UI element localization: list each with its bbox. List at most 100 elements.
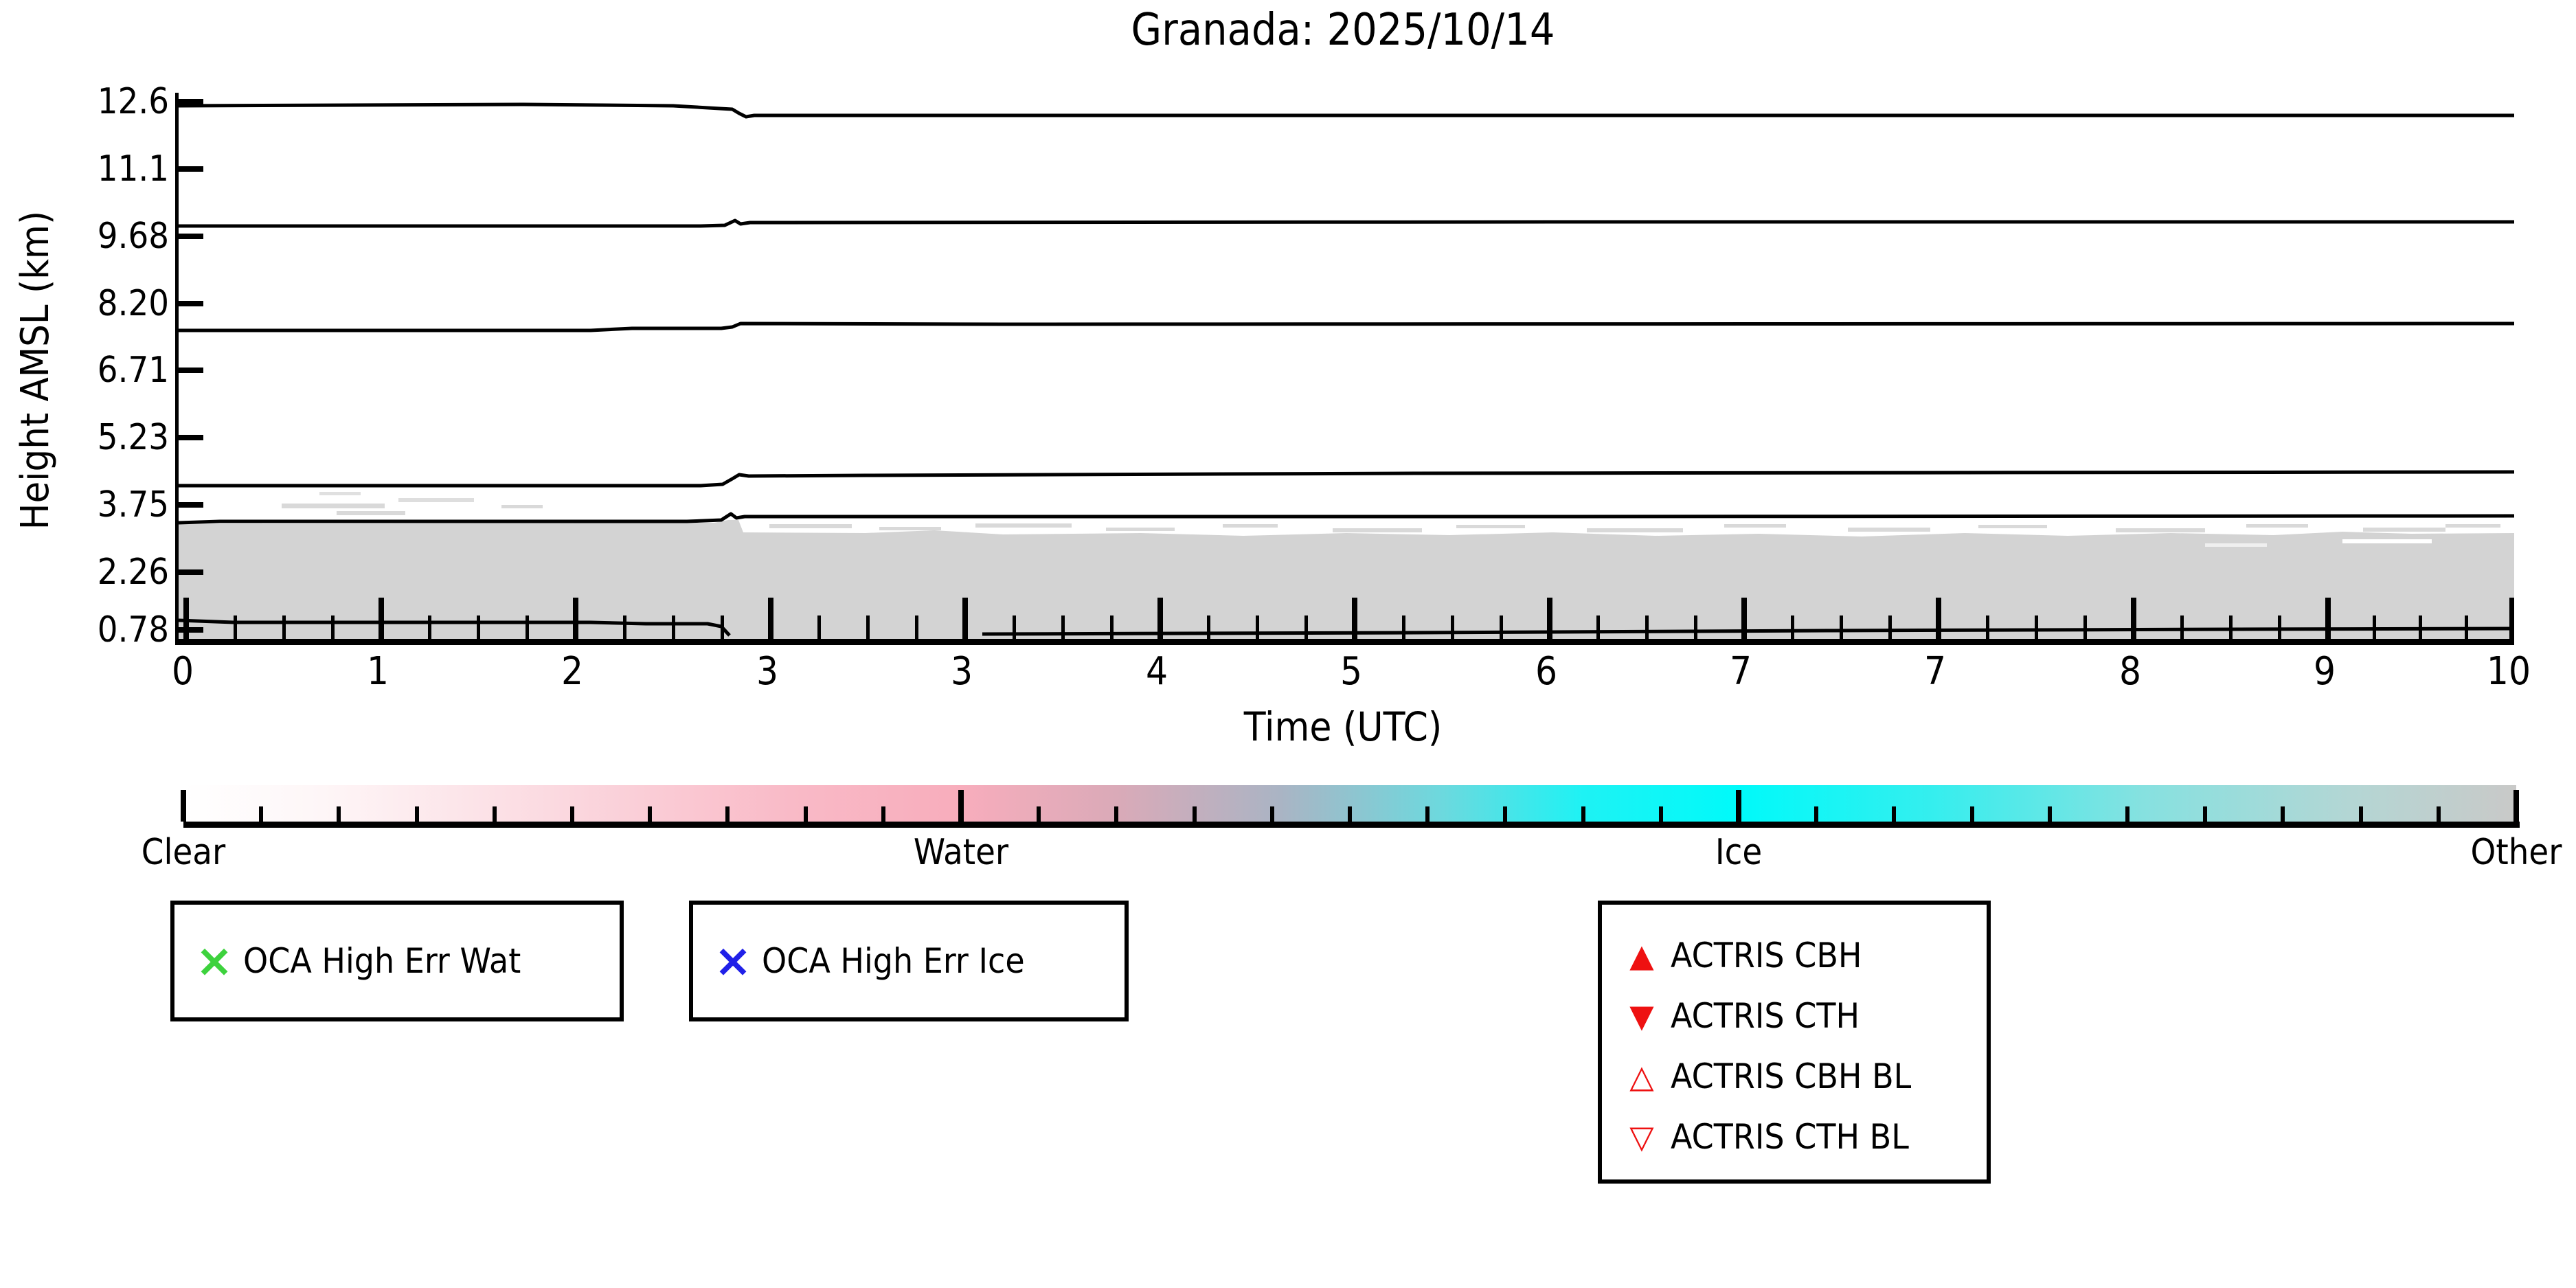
legend-item: × OCA High Err Ice — [693, 905, 1125, 1017]
x-tick-label: 6 — [1535, 649, 1558, 694]
gray-streak — [398, 498, 474, 502]
legend-item: ▲ ACTRIS CBH — [1602, 925, 1987, 986]
x-axis-major-tick — [2325, 598, 2331, 639]
x-tick-label: 7 — [1923, 649, 1947, 694]
gray-streak — [2246, 524, 2308, 528]
x-axis-major-tick — [183, 598, 189, 639]
colorbar-minor-tick — [414, 806, 419, 822]
x-marker-icon: × — [195, 934, 234, 987]
y-axis-tick — [179, 99, 203, 104]
x-axis-major-tick — [379, 598, 384, 639]
legend-item-label: OCA High Err Wat — [243, 941, 521, 981]
legend-item-label: ACTRIS CBH — [1671, 936, 1862, 975]
x-axis-major-tick — [573, 598, 578, 639]
x-axis-minor-tick — [1304, 615, 1308, 639]
colorbar-minor-tick — [1348, 806, 1352, 822]
x-axis-minor-tick — [1499, 615, 1503, 639]
colorbar-minor-tick — [1037, 806, 1041, 822]
legend-item-label: OCA High Err Ice — [762, 941, 1025, 981]
x-tick-label: 3 — [950, 649, 973, 694]
y-axis-tick — [179, 234, 203, 239]
x-axis-major-tick — [962, 598, 968, 639]
contour-4 — [179, 470, 2514, 488]
legend-item-label: ACTRIS CBH BL — [1671, 1057, 1912, 1096]
x-axis-minor-tick — [1693, 615, 1697, 639]
gray-streak — [319, 492, 361, 495]
colorbar-minor-tick — [2125, 806, 2129, 822]
x-axis-minor-tick — [1840, 615, 1843, 639]
x-axis-minor-tick — [817, 615, 822, 639]
triangle-up-filled-icon: ▲ — [1629, 937, 1654, 974]
colorbar-minor-tick — [648, 806, 653, 822]
x-axis-major-tick — [1547, 598, 1552, 639]
x-axis-minor-tick — [428, 615, 432, 639]
colorbar-minor-tick — [1114, 806, 1119, 822]
colorbar-minor-tick — [570, 806, 574, 822]
y-axis-tick — [179, 435, 203, 440]
x-axis-minor-tick — [2180, 615, 2184, 639]
colorbar-label-clear: Clear — [141, 832, 226, 873]
y-tick-label: 11.1 — [97, 148, 169, 190]
legend-item: ▽ ACTRIS CTH BL — [1602, 1107, 1987, 1167]
triangle-up-open-icon: △ — [1629, 1058, 1654, 1095]
y-tick-label: 3.75 — [97, 484, 169, 526]
x-axis-minor-tick — [914, 615, 918, 639]
y-axis-tick — [179, 166, 203, 172]
y-axis-tick — [179, 569, 203, 575]
colorbar-major-tick — [181, 790, 186, 822]
y-axis-tick — [179, 301, 203, 306]
colorbar-major-tick — [1736, 790, 1741, 822]
colorbar-minor-tick — [1503, 806, 1508, 822]
x-tick-label: 7 — [1729, 649, 1752, 694]
legend-actris: ▲ ACTRIS CBH ▼ ACTRIS CTH △ ACTRIS CBH BL ▽ ACT… — [1598, 901, 1991, 1184]
contour-1 — [179, 102, 2514, 119]
colorbar-minor-tick — [1969, 806, 1974, 822]
x-axis-minor-tick — [1256, 615, 1259, 639]
gray-streak — [1978, 525, 2047, 528]
x-axis-major-tick — [768, 598, 773, 639]
x-axis-minor-tick — [330, 615, 335, 639]
x-axis-minor-tick — [1012, 615, 1016, 639]
x-axis-minor-tick — [1207, 615, 1211, 639]
x-tick-label: 5 — [1340, 649, 1363, 694]
x-axis-major-tick — [1157, 598, 1163, 639]
x-axis-minor-tick — [2464, 615, 2468, 639]
colorbar-label-other: Other — [2470, 832, 2562, 873]
x-marker-icon: × — [714, 934, 752, 987]
colorbar-minor-tick — [1658, 806, 1663, 822]
gray-streak — [1106, 528, 1175, 531]
x-axis-major-tick — [1936, 598, 1941, 639]
x-axis-minor-tick — [671, 615, 675, 639]
x-tick-label: 9 — [2313, 649, 2336, 694]
other-class-band — [179, 520, 2514, 639]
legend-item: ▼ ACTRIS CTH — [1602, 986, 1987, 1046]
colorbar-minor-tick — [2436, 806, 2441, 822]
x-axis-minor-tick — [1450, 615, 1454, 639]
colorbar-minor-tick — [1581, 806, 1585, 822]
gray-streak — [2363, 528, 2445, 532]
gray-streak — [337, 511, 405, 515]
y-tick-label: 0.78 — [97, 609, 169, 651]
x-tick-label: 2 — [561, 649, 584, 694]
x-axis-major-tick — [1352, 598, 1357, 639]
x-axis-minor-tick — [2277, 615, 2281, 639]
x-axis-minor-tick — [720, 615, 724, 639]
x-axis-minor-tick — [2372, 615, 2376, 639]
gray-streak — [2116, 528, 2205, 532]
x-axis-minor-tick — [1985, 615, 1989, 639]
x-axis-minor-tick — [233, 615, 237, 639]
x-axis-major-tick — [2509, 598, 2514, 639]
x-axis-minor-tick — [1109, 615, 1114, 639]
colorbar-minor-tick — [1425, 806, 1430, 822]
legend-item: △ ACTRIS CBH BL — [1602, 1046, 1987, 1107]
x-axis-minor-tick — [866, 615, 870, 639]
gray-streak — [1333, 528, 1422, 532]
x-tick-label: 10 — [2486, 649, 2531, 694]
triangle-down-open-icon: ▽ — [1629, 1118, 1654, 1155]
colorbar-minor-tick — [725, 806, 730, 822]
colorbar-minor-tick — [2203, 806, 2208, 822]
y-tick-label: 12.6 — [97, 81, 169, 122]
x-axis-minor-tick — [1791, 615, 1795, 639]
colorbar-minor-tick — [2281, 806, 2285, 822]
